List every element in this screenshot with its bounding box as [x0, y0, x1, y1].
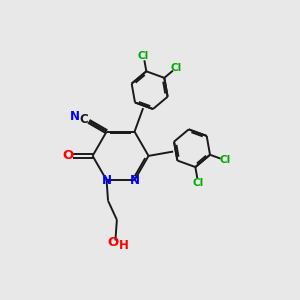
Text: N: N [102, 174, 112, 187]
Text: O: O [62, 149, 73, 162]
Text: H: H [119, 239, 129, 252]
Text: N: N [130, 174, 140, 187]
Text: Cl: Cl [171, 63, 182, 73]
Text: C: C [79, 113, 88, 126]
Text: Cl: Cl [193, 178, 204, 188]
Text: Cl: Cl [138, 51, 149, 61]
Text: N: N [70, 110, 80, 123]
Text: Cl: Cl [219, 155, 231, 165]
Text: O: O [108, 236, 119, 249]
